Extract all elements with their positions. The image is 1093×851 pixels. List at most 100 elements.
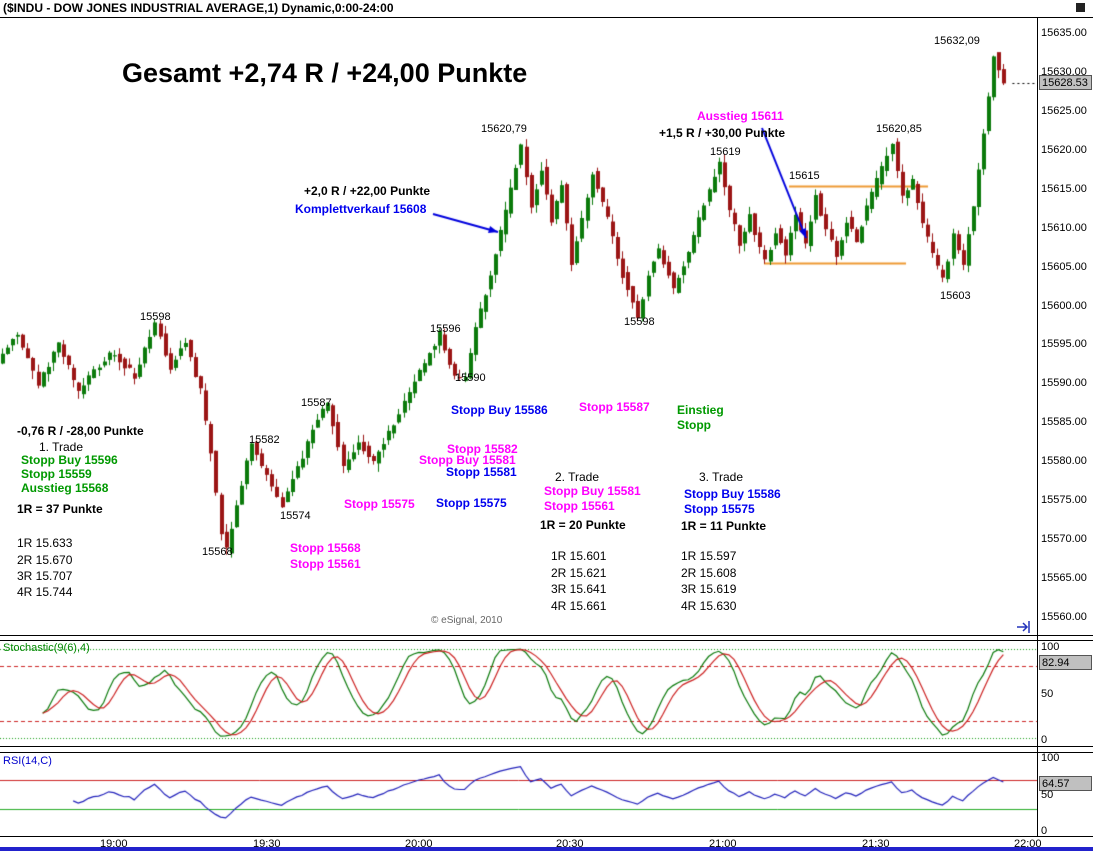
chart-annotation: 15568 — [202, 546, 233, 558]
chart-annotation: Stopp Buy 15581 — [544, 484, 641, 498]
chart-annotation: Stopp Buy 15586 — [451, 403, 548, 417]
rsi-axis-tick: 50 — [1041, 788, 1054, 801]
chart-annotation: Stopp Buy 15596 — [21, 453, 118, 467]
price-chart-canvas[interactable] — [0, 18, 1037, 635]
panel-resize-icon[interactable] — [1016, 620, 1034, 634]
chart-annotation: 2R 15.670 — [17, 553, 73, 567]
rsi-top-border — [0, 752, 1093, 753]
chart-annotation: 15620,85 — [876, 123, 922, 135]
chart-annotation: Stopp 15561 — [290, 557, 361, 571]
chart-annotation: 3R 15.707 — [17, 569, 73, 583]
price-axis-tick: 15600.00 — [1041, 299, 1087, 312]
chart-window-title: ($INDU - DOW JONES INDUSTRIAL AVERAGE,1)… — [3, 1, 394, 15]
time-axis-tick: 20:00 — [405, 838, 433, 850]
stochastic-label: Stochastic(9(6),4) — [3, 642, 90, 654]
rsi-panel-canvas[interactable] — [0, 753, 1037, 836]
chart-annotation: Ausstieg 15611 — [697, 109, 784, 123]
stochastic-axis-tick: 0 — [1041, 734, 1048, 746]
stochastic-axis-tick: 50 — [1041, 687, 1054, 700]
chart-annotation: Stopp 15581 — [446, 465, 517, 479]
chart-annotation: 15582 — [249, 434, 280, 446]
price-axis-tick: 15565.00 — [1041, 572, 1087, 585]
time-axis-tick: 20:30 — [556, 838, 584, 850]
chart-annotation: 1R = 11 Punkte — [681, 519, 767, 533]
chart-annotation: Stopp 15582 — [447, 442, 518, 456]
chart-annotation: 4R 15.630 — [681, 599, 737, 613]
chart-annotation: Stopp 15575 — [684, 502, 755, 516]
chart-annotation: 2R 15.621 — [551, 566, 607, 580]
chart-annotation: 1R 15.633 — [17, 536, 73, 550]
chart-annotation: 3R 15.619 — [681, 582, 737, 596]
price-axis-tick: 15585.00 — [1041, 416, 1087, 429]
chart-annotation: 15596 — [430, 323, 461, 335]
price-axis-tick: 15590.00 — [1041, 377, 1087, 390]
chart-annotation: 3R 15.641 — [551, 582, 607, 596]
chart-annotation: Komplettverkauf 15608 — [295, 202, 427, 216]
price-axis-tick: 15605.00 — [1041, 260, 1087, 273]
chart-annotation: 4R 15.661 — [551, 599, 607, 613]
main-chart-bottom-border — [0, 635, 1093, 636]
chart-annotation: 15590 — [455, 372, 486, 384]
chart-annotation: 1R 15.601 — [551, 549, 607, 563]
stochastic-panel-canvas[interactable] — [0, 641, 1037, 746]
chart-annotation: 15587 — [301, 397, 332, 409]
price-axis-tick: 15575.00 — [1041, 494, 1087, 507]
chart-annotation: Stopp 15568 — [290, 541, 361, 555]
time-axis-tick: 22:00 — [1014, 838, 1042, 850]
chart-annotation: Stopp 15575 — [344, 497, 415, 511]
price-axis-tick: 15620.00 — [1041, 143, 1087, 156]
chart-annotation: Stopp Buy 15586 — [684, 487, 781, 501]
price-axis-tick: 15635.00 — [1041, 27, 1087, 39]
chart-annotation: Stopp 15559 — [21, 467, 92, 481]
price-axis-tick: 15595.00 — [1041, 338, 1087, 351]
window-menu-icon[interactable] — [1076, 3, 1085, 12]
chart-annotation: Stopp Buy 15581 — [419, 453, 516, 467]
chart-annotation: 15598 — [140, 311, 171, 323]
chart-annotation: 1R = 37 Punkte — [17, 502, 103, 516]
price-axis-tick: 15630.00 — [1041, 65, 1087, 78]
chart-annotation: 15598 — [624, 316, 655, 328]
last-price-value: 15628.53 — [1039, 75, 1092, 91]
title-divider — [0, 17, 1093, 18]
rsi-value: 64.57 — [1039, 775, 1092, 791]
time-axis-tick: 19:00 — [100, 838, 128, 850]
price-axis-tick: 15560.00 — [1041, 611, 1087, 624]
chart-annotation: 15615 — [789, 170, 820, 182]
stochastic-value: 82.94 — [1039, 654, 1092, 670]
chart-annotation: 1R = 20 Punkte — [540, 518, 626, 532]
price-axis-tick: 15570.00 — [1041, 533, 1087, 546]
chart-annotation: Ausstieg 15568 — [21, 481, 109, 495]
headline-annotation: Gesamt +2,74 R / +24,00 Punkte — [122, 58, 528, 88]
price-axis-tick: 15610.00 — [1041, 221, 1087, 234]
price-axis-tick: 15615.00 — [1041, 182, 1087, 195]
chart-annotation: 4R 15.744 — [17, 585, 73, 599]
chart-annotation: +1,5 R / +30,00 Punkte — [659, 126, 786, 140]
chart-annotation: 2R 15.608 — [681, 566, 737, 580]
rsi-axis-tick: 100 — [1041, 752, 1060, 764]
time-axis-border — [0, 836, 1093, 837]
chart-annotation: Stopp 15575 — [436, 496, 507, 510]
chart-annotation: 1R 15.597 — [681, 549, 737, 563]
copyright-label: © eSignal, 2010 — [431, 615, 503, 626]
chart-annotation: 1. Trade — [39, 440, 84, 454]
time-axis-tick: 19:30 — [253, 838, 281, 850]
price-axis-tick: 15580.00 — [1041, 455, 1087, 468]
chart-annotation: 3. Trade — [699, 470, 744, 484]
resize-arrow-icon — [1017, 621, 1030, 633]
price-axis-border — [1037, 18, 1038, 836]
chart-annotation: Einstieg — [677, 403, 724, 417]
chart-annotation: 15632,09 — [934, 35, 980, 47]
chart-annotation: Stopp 15587 — [579, 400, 650, 414]
time-axis-tick: 21:00 — [709, 838, 737, 850]
price-axis-tick: 15625.00 — [1041, 104, 1087, 117]
chart-annotation: -0,76 R / -28,00 Punkte — [17, 424, 144, 438]
time-axis-tick: 21:30 — [862, 838, 890, 850]
stochastic-top-border — [0, 640, 1093, 641]
chart-annotation: Stopp 15561 — [544, 499, 615, 513]
stochastic-bottom-border — [0, 746, 1093, 747]
chart-annotation: 15574 — [280, 510, 311, 522]
window-bottom-bar — [0, 847, 1093, 851]
chart-annotation: 15603 — [940, 290, 971, 302]
chart-annotation: 15619 — [710, 146, 741, 158]
